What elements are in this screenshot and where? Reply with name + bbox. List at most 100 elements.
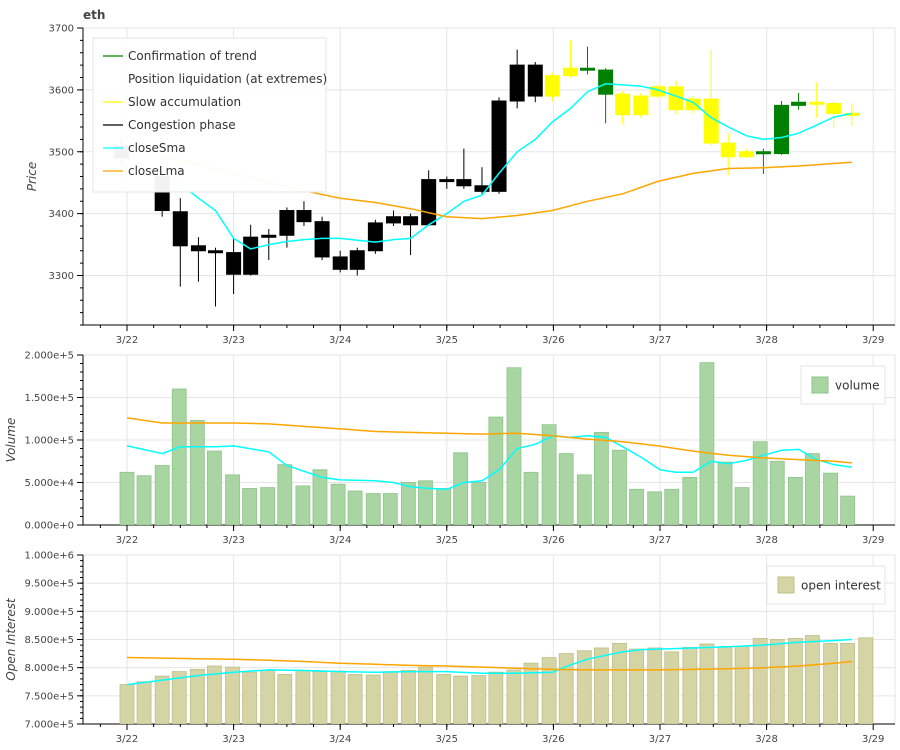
bar	[558, 453, 574, 525]
candle-body	[349, 250, 365, 270]
bar	[401, 670, 416, 724]
x-tick-label: 3/24	[329, 734, 351, 745]
candle-body	[755, 151, 771, 155]
candle-body	[527, 64, 543, 97]
candle-body	[720, 142, 736, 158]
bar	[242, 671, 257, 724]
candle-body	[791, 101, 807, 106]
x-tick-label: 3/29	[862, 335, 884, 346]
y-axis-label: Volume	[4, 418, 18, 463]
x-tick-label: 3/28	[755, 535, 777, 546]
bar	[225, 666, 240, 724]
y-tick-label: 8.500e+5	[24, 635, 74, 646]
bar	[523, 662, 539, 724]
bar	[787, 637, 803, 724]
bar	[805, 635, 820, 724]
bar	[242, 488, 257, 525]
plot-marks	[119, 362, 856, 525]
x-tick-label: 3/26	[542, 734, 564, 745]
bar	[805, 453, 820, 525]
bar	[436, 674, 452, 724]
bar	[136, 475, 152, 525]
bar	[612, 643, 627, 724]
x-tick-label: 3/23	[222, 335, 244, 346]
bar	[418, 666, 433, 724]
candle-body	[544, 75, 560, 97]
bar	[506, 669, 522, 724]
bar	[682, 646, 698, 724]
legend-swatch	[777, 576, 795, 594]
bar	[330, 483, 346, 525]
bar	[347, 674, 363, 724]
legend-label: closeSma	[128, 141, 186, 155]
series-line-closeSma	[161, 82, 853, 250]
y-tick-label: 1.000e+6	[24, 551, 74, 562]
candle-body	[332, 256, 348, 270]
candle-body	[826, 102, 842, 114]
bar	[382, 493, 398, 525]
candle-body	[403, 216, 419, 226]
bar	[365, 674, 381, 724]
bar	[858, 637, 874, 724]
bar	[295, 670, 311, 724]
y-tick-label: 0.000e+0	[24, 521, 74, 532]
y-tick-label: 3600	[49, 85, 74, 96]
bar	[787, 476, 803, 525]
bar	[136, 681, 152, 724]
y-axis-label: Open Interest	[4, 597, 18, 681]
plot-marks	[119, 635, 874, 724]
x-tick-label: 3/22	[116, 734, 138, 745]
bar	[734, 645, 750, 724]
bar	[717, 461, 733, 525]
bar	[629, 488, 644, 525]
series-line-closeSma	[126, 435, 853, 491]
series-line-closeLma	[126, 417, 852, 464]
bar	[840, 495, 856, 525]
bar	[453, 452, 469, 525]
bar	[558, 653, 574, 724]
x-tick-label: 3/29	[862, 734, 884, 745]
candle-body	[491, 100, 507, 192]
candle-body	[509, 64, 525, 102]
x-tick-label: 3/23	[222, 734, 244, 745]
candle-body	[296, 210, 312, 223]
bar	[471, 482, 487, 525]
y-tick-label: 2.000e+5	[24, 351, 74, 362]
bar	[506, 367, 522, 525]
x-tick-label: 3/23	[222, 535, 244, 546]
candle-body	[685, 98, 701, 111]
bar	[154, 465, 170, 525]
legend-swatch	[811, 376, 829, 394]
series-line-closeLma	[126, 656, 852, 671]
candle-body	[243, 236, 259, 275]
x-tick-label: 3/22	[116, 535, 138, 546]
bar	[207, 665, 222, 724]
bar	[225, 474, 240, 525]
bar	[488, 671, 504, 724]
candle-body	[598, 69, 614, 95]
bar	[171, 388, 187, 525]
bar	[576, 474, 592, 525]
candle-body	[774, 104, 790, 155]
candle-body	[580, 67, 596, 71]
candle-body	[615, 93, 631, 116]
candle-body	[738, 151, 754, 158]
candle-body	[386, 216, 401, 224]
bar	[593, 647, 609, 724]
bar	[277, 674, 293, 724]
legend-label: Congestion phase	[128, 118, 236, 132]
x-tick-label: 3/26	[542, 335, 564, 346]
bar	[471, 675, 487, 724]
bar	[401, 482, 416, 525]
y-tick-label: 9.500e+5	[24, 579, 74, 590]
bar	[717, 646, 733, 724]
bar	[260, 487, 276, 525]
candle-body	[190, 245, 206, 252]
x-tick-label: 3/26	[542, 535, 564, 546]
y-tick-label: 7.000e+5	[24, 720, 74, 731]
candle-body	[562, 67, 578, 77]
bar	[682, 476, 698, 525]
x-tick-label: 3/24	[329, 535, 351, 546]
x-tick-label: 3/24	[329, 335, 351, 346]
